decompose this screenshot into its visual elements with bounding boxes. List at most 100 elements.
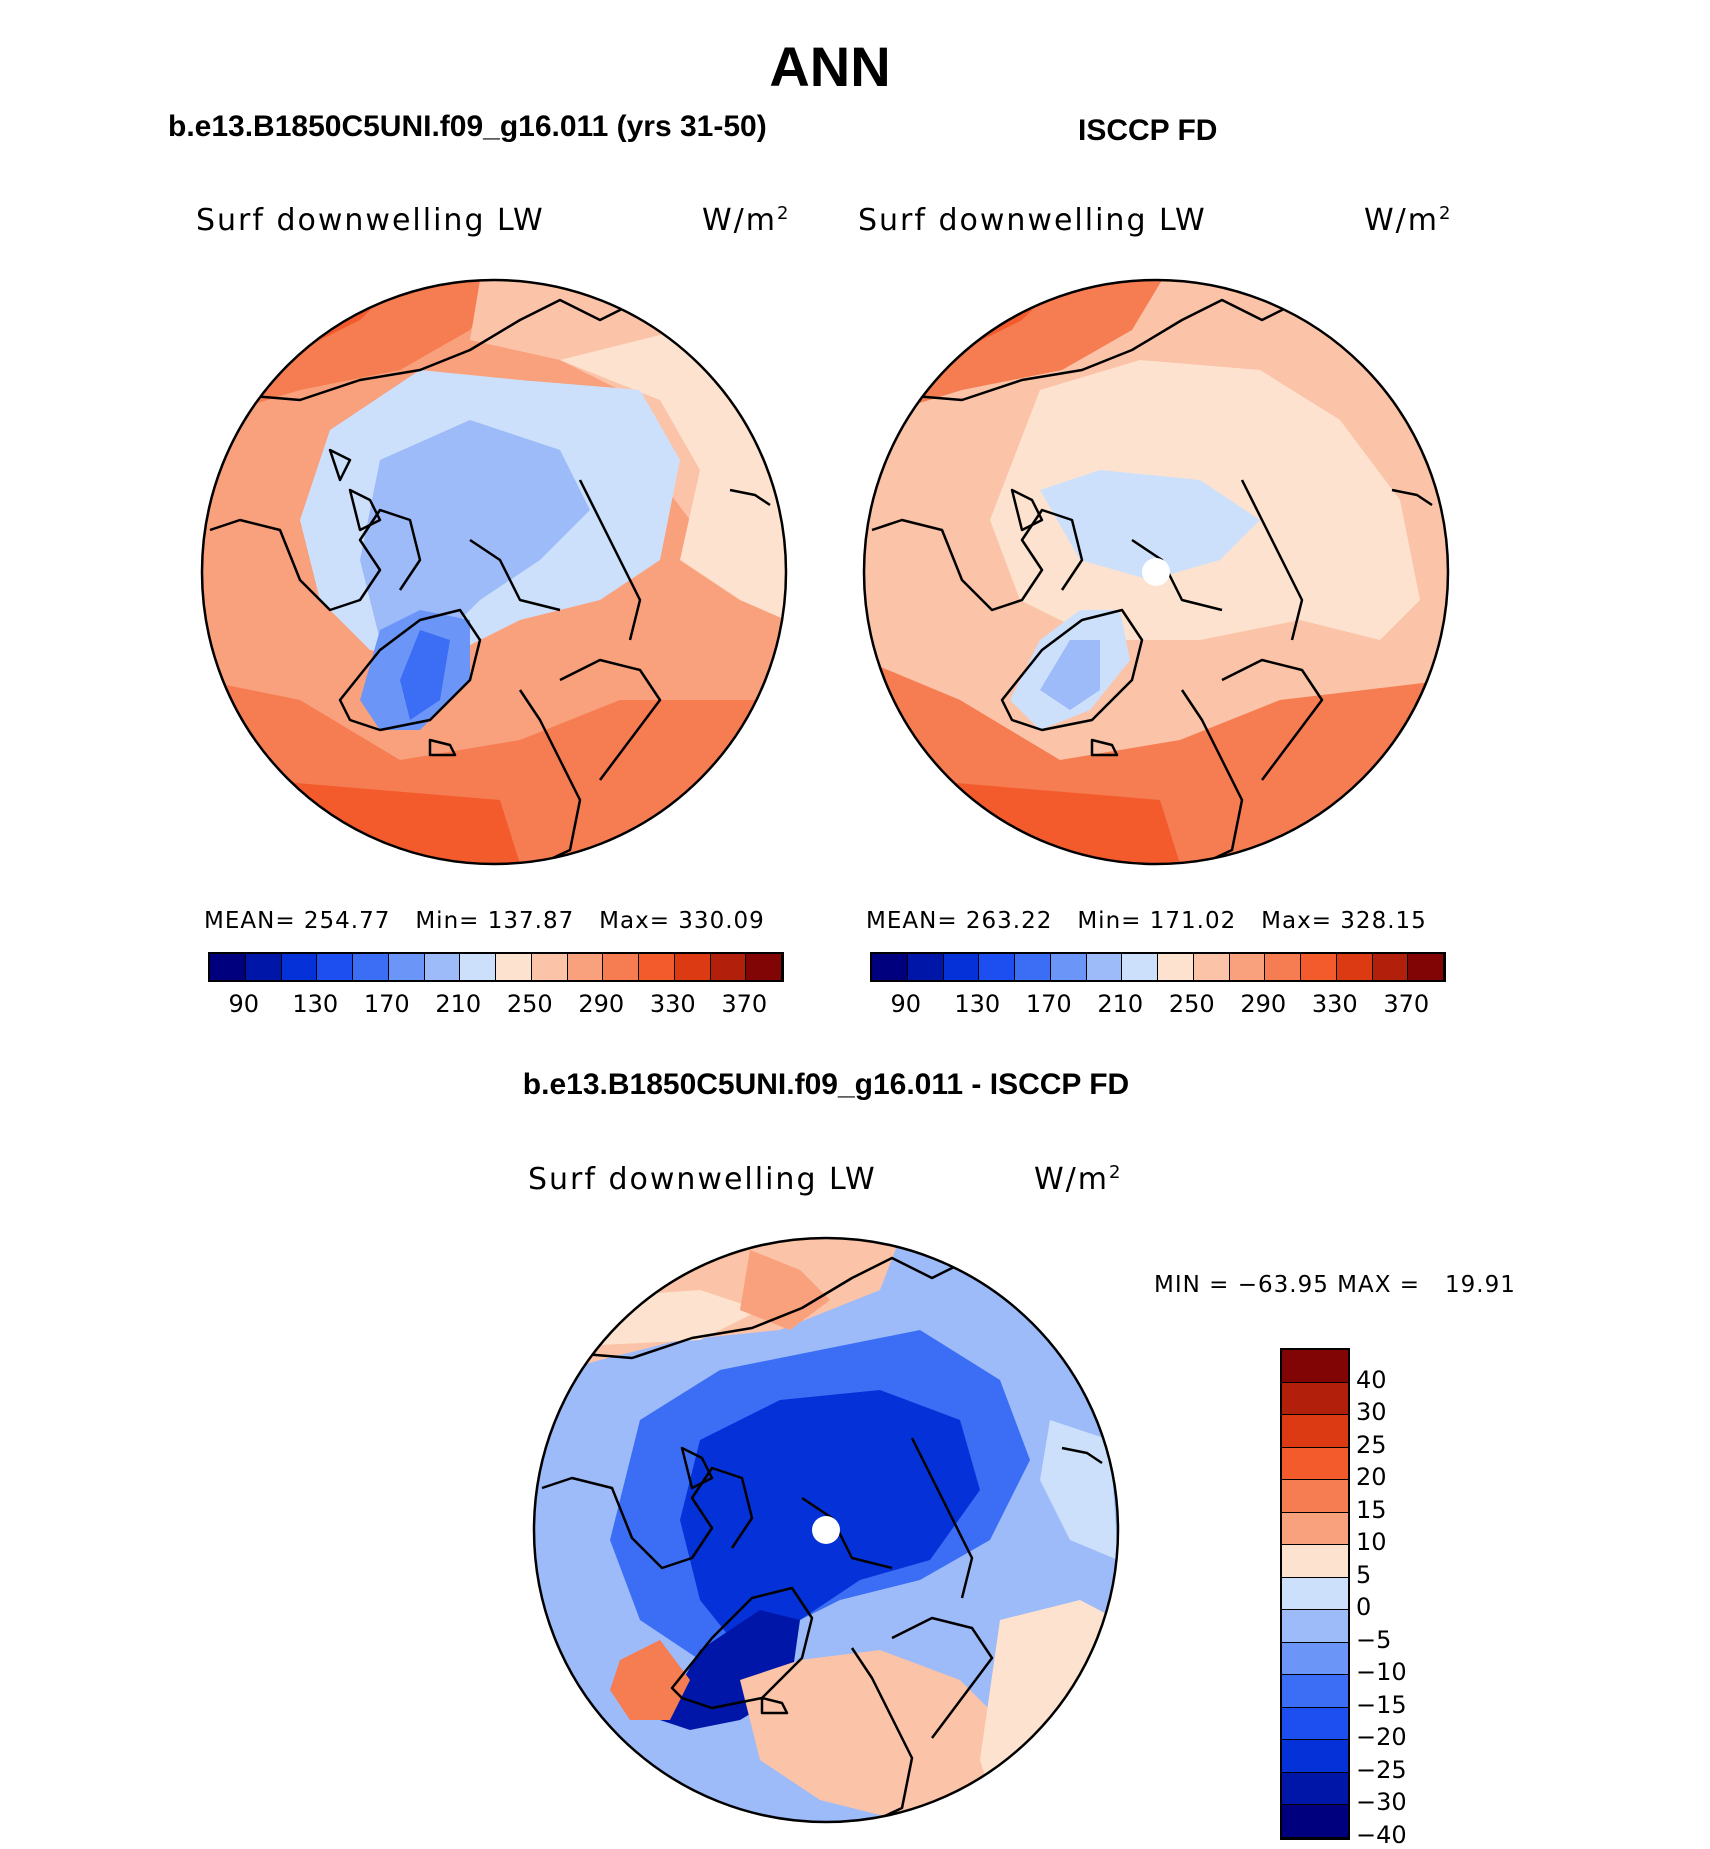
diff-colorbar-tick-label: −20 [1356,1723,1407,1752]
obs-colorbar-tick-label: 250 [1168,990,1215,1018]
obs-colorbar-swatch [1372,954,1409,980]
diff-colorbar-swatch [1282,1707,1348,1741]
model-colorbar-swatch [496,954,532,980]
diff-colorbar-tick-label: −30 [1356,1788,1407,1817]
obs-colorbar-tick-label: 90 [890,990,922,1018]
obs-colorbar-swatch [1015,954,1051,980]
diff-colorbar-swatch [1282,1350,1348,1383]
obs-colorbar-swatch [1265,954,1301,980]
obs-colorbar [870,952,1446,982]
panel3-minmax: MIN = −63.95 MAX = 19.91 [1154,1272,1516,1298]
model-colorbar-swatch [639,954,675,980]
obs-colorbar-swatch [1050,954,1087,980]
model-colorbar-swatch [245,954,282,980]
panel3-variable-label: Surf downwelling LW [528,1162,877,1197]
obs-colorbar-swatch [1336,954,1373,980]
model-colorbar-swatch [710,954,747,980]
diff-colorbar-swatch [1282,1480,1348,1513]
diff-colorbar-tick-label: 10 [1356,1528,1387,1557]
diff-colorbar-tick-label: −25 [1356,1755,1407,1784]
diff-colorbar [1280,1348,1350,1840]
diff-colorbar-swatch [1282,1675,1348,1708]
model-colorbar-swatch [353,954,389,980]
obs-colorbar-ticks: 90 130 170 210 250 290 330 370 [870,990,1442,1020]
model-colorbar-swatch [746,954,782,980]
diff-colorbar-tick-label: 5 [1356,1560,1372,1589]
model-colorbar-tick-label: 370 [721,990,768,1018]
panel1-stats: MEAN= 254.77 Min= 137.87 Max= 330.09 [204,908,765,934]
panel2-variable-label: Surf downwelling LW [858,203,1207,238]
diff-colorbar-tick-label: 0 [1356,1593,1372,1622]
diff-colorbar-swatch [1282,1642,1348,1676]
diff-colorbar-tick-label: 40 [1356,1365,1387,1394]
diff-colorbar-tick-label: −5 [1356,1625,1392,1654]
model-colorbar-swatch [460,954,496,980]
obs-colorbar-swatch [1158,954,1194,980]
model-colorbar-tick-label: 170 [363,990,410,1018]
panel-left-title: b.e13.B1850C5UNI.f09_g16.011 (yrs 31-50) [168,110,767,143]
model-colorbar-swatch [567,954,604,980]
model-colorbar-swatch [424,954,461,980]
obs-colorbar-swatch [1122,954,1158,980]
model-colorbar [208,952,784,982]
panel1-variable-label: Surf downwelling LW [196,203,545,238]
obs-colorbar-tick-label: 330 [1311,990,1358,1018]
diff-colorbar-tick-label: −10 [1356,1658,1407,1687]
diff-colorbar-tick-label: −15 [1356,1690,1407,1719]
obs-colorbar-swatch [979,954,1015,980]
diff-colorbar-tick-label: 15 [1356,1495,1387,1524]
diff-colorbar-swatch [1282,1577,1348,1611]
model-colorbar-swatch [531,954,568,980]
diff-colorbar-swatch [1282,1545,1348,1578]
model-colorbar-tick-label: 90 [228,990,260,1018]
obs-colorbar-swatch [907,954,944,980]
diff-colorbar-swatch [1282,1512,1348,1546]
model-colorbar-tick-label: 130 [292,990,339,1018]
obs-colorbar-swatch [1193,954,1230,980]
obs-colorbar-tick-label: 210 [1097,990,1144,1018]
model-polar-map [202,280,786,864]
model-colorbar-tick-label: 290 [578,990,625,1018]
diff-colorbar-swatch [1282,1382,1348,1416]
model-colorbar-tick-label: 210 [435,990,482,1018]
diff-colorbar-tick-label: 30 [1356,1398,1387,1427]
diff-colorbar-tick-label: 25 [1356,1430,1387,1459]
obs-colorbar-tick-label: 130 [954,990,1001,1018]
model-colorbar-swatch [388,954,425,980]
diff-colorbar-tick-label: −40 [1356,1821,1407,1849]
obs-colorbar-swatch [1229,954,1266,980]
panel2-units-label: W/m2 [1364,203,1453,238]
figure-title: ANN [769,35,891,98]
obs-colorbar-swatch [1301,954,1337,980]
diff-colorbar-swatch [1282,1447,1348,1481]
diff-pole-hole [812,1516,840,1544]
obs-colorbar-swatch [943,954,980,980]
diff-colorbar-swatch [1282,1415,1348,1448]
model-colorbar-swatch [281,954,318,980]
obs-colorbar-tick-label: 170 [1025,990,1072,1018]
obs-colorbar-swatch [872,954,908,980]
obs-colorbar-tick-label: 290 [1240,990,1287,1018]
model-colorbar-swatch [210,954,246,980]
obs-pole-hole [1142,558,1170,586]
diff-colorbar-ticks: 40 30 25 20 15 10 5 0 −5 −10 −15 −20 −25 −30 −40 [1356,1348,1436,1849]
model-colorbar-ticks: 90 130 170 210 250 290 330 370 [208,990,780,1020]
obs-colorbar-tick-label: 370 [1383,990,1430,1018]
panel1-units-label: W/m2 [702,203,791,238]
obs-colorbar-swatch [1086,954,1123,980]
panel-diff-title: b.e13.B1850C5UNI.f09_g16.011 - ISCCP FD [522,1068,1130,1101]
model-colorbar-swatch [674,954,711,980]
panel3-units-label: W/m2 [1034,1162,1123,1197]
panel-right-title: ISCCP FD [1078,114,1218,147]
model-colorbar-tick-label: 330 [649,990,696,1018]
panel2-stats: MEAN= 263.22 Min= 171.02 Max= 328.15 [866,908,1427,934]
model-colorbar-tick-label: 250 [506,990,553,1018]
diff-colorbar-swatch [1282,1772,1348,1806]
obs-colorbar-swatch [1408,954,1444,980]
diff-colorbar-tick-label: 20 [1356,1463,1387,1492]
diff-colorbar-swatch [1282,1740,1348,1773]
model-colorbar-swatch [317,954,353,980]
model-colorbar-swatch [603,954,639,980]
diff-colorbar-swatch [1282,1610,1348,1643]
